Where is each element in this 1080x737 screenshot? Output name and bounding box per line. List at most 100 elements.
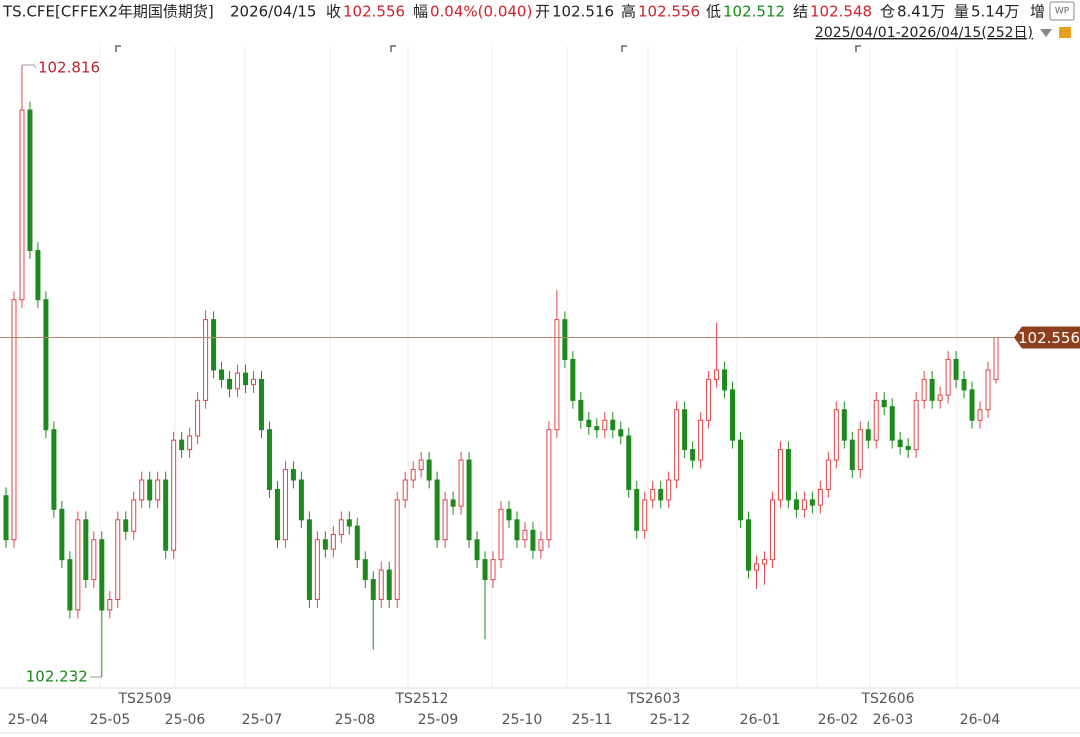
candle-body bbox=[897, 439, 903, 447]
candle-body bbox=[139, 479, 145, 501]
candle-body bbox=[913, 399, 919, 451]
candle-body bbox=[474, 539, 480, 561]
candle-body bbox=[905, 445, 911, 451]
wp-icon[interactable]: WP bbox=[1049, 1, 1075, 21]
candle-body bbox=[865, 429, 871, 441]
candle-body bbox=[418, 459, 424, 471]
candle-body bbox=[123, 519, 129, 532]
candle-body bbox=[450, 499, 456, 507]
grid bbox=[0, 46, 1080, 734]
candle-body bbox=[59, 508, 65, 561]
candle-body bbox=[354, 525, 360, 561]
candle-body bbox=[945, 358, 951, 396]
candle-body bbox=[243, 372, 249, 386]
candle-body bbox=[809, 499, 815, 506]
candle-body bbox=[282, 469, 288, 541]
candle-body bbox=[546, 429, 552, 541]
candle-body bbox=[11, 299, 17, 541]
date-range[interactable]: 2025/04/01-2026/04/15(252日) bbox=[815, 25, 1033, 41]
candle-body bbox=[514, 519, 520, 541]
x-tick-label: 25-10 bbox=[502, 712, 543, 728]
candle-body bbox=[626, 435, 632, 490]
field-value: 102.556 bbox=[638, 3, 700, 21]
candle-body bbox=[51, 429, 57, 510]
candle-body bbox=[266, 429, 272, 490]
candle-body bbox=[466, 459, 472, 541]
candle-body bbox=[530, 529, 536, 551]
candle-body bbox=[394, 499, 400, 600]
candle-body bbox=[706, 378, 712, 421]
field-value: 5.14万 bbox=[971, 3, 1019, 21]
candle-body bbox=[274, 488, 280, 541]
candle-body bbox=[618, 429, 624, 437]
candle-body bbox=[482, 559, 488, 581]
candle-body bbox=[107, 598, 113, 611]
candle-body bbox=[370, 579, 376, 600]
candle-body bbox=[131, 499, 137, 532]
candle-body bbox=[330, 533, 336, 550]
candle-body bbox=[346, 519, 352, 527]
field-label: 量 bbox=[954, 3, 969, 21]
candle-body bbox=[235, 372, 241, 390]
candle-body bbox=[873, 399, 879, 441]
candle-body bbox=[498, 508, 504, 561]
candle-body bbox=[881, 399, 887, 408]
roll-marker bbox=[621, 45, 627, 52]
candle-body bbox=[187, 435, 193, 451]
lock-icon[interactable] bbox=[1059, 27, 1071, 38]
contract-label: TS2603 bbox=[626, 691, 680, 707]
candle-body bbox=[211, 319, 217, 371]
candle-body bbox=[338, 519, 344, 535]
candle-body bbox=[75, 519, 81, 611]
range-dropdown[interactable] bbox=[1040, 29, 1052, 37]
x-tick-label: 25-08 bbox=[335, 712, 376, 728]
candle-body bbox=[953, 358, 959, 380]
candle-body bbox=[753, 563, 759, 571]
symbol: TS.CFE[CFFEX2年期国债期货] bbox=[2, 3, 214, 21]
candle-body bbox=[761, 559, 767, 565]
candle-body bbox=[921, 378, 927, 401]
candle-body bbox=[769, 499, 775, 561]
field-label: 仓 bbox=[880, 3, 895, 21]
low-label: 102.232 bbox=[26, 668, 88, 686]
field-label: 结 bbox=[793, 3, 808, 21]
field-value: 102.512 bbox=[723, 3, 785, 21]
candles bbox=[3, 64, 999, 678]
candle-body bbox=[155, 479, 161, 501]
icon-frame[interactable] bbox=[1049, 1, 1075, 21]
x-tick-label: 25-06 bbox=[165, 712, 206, 728]
field-value: 0.04%(0.040) bbox=[430, 3, 532, 21]
candle-body bbox=[227, 378, 233, 390]
candle-body bbox=[27, 109, 33, 251]
candle-body bbox=[849, 439, 855, 471]
candle-body bbox=[538, 539, 544, 551]
contract-label: TS2606 bbox=[860, 691, 914, 707]
candle-body bbox=[929, 378, 935, 401]
candle-body bbox=[298, 479, 304, 521]
candle-body bbox=[362, 559, 368, 581]
candle-body bbox=[83, 519, 89, 581]
candle-body bbox=[985, 369, 991, 411]
candle-body bbox=[937, 394, 943, 401]
candle-body bbox=[889, 406, 895, 441]
candle-body bbox=[203, 319, 209, 401]
candle-body bbox=[674, 409, 680, 481]
contract-label: TS2509 bbox=[117, 691, 171, 707]
candle-body bbox=[434, 479, 440, 541]
roll-marker bbox=[115, 45, 121, 52]
candle-body bbox=[99, 539, 105, 611]
candle-body bbox=[993, 336, 999, 380]
candle-body bbox=[969, 389, 975, 421]
field-value: 102.548 bbox=[810, 3, 872, 21]
candle-body bbox=[698, 419, 704, 461]
candle-body bbox=[219, 369, 225, 380]
candle-body bbox=[602, 419, 608, 431]
roll-marker bbox=[855, 45, 861, 52]
candle-body bbox=[562, 319, 568, 360]
candle-body bbox=[586, 419, 592, 428]
candle-body bbox=[746, 519, 751, 571]
candle-body bbox=[730, 389, 736, 441]
candle-body bbox=[314, 539, 320, 600]
field-label: 低 bbox=[706, 3, 721, 21]
